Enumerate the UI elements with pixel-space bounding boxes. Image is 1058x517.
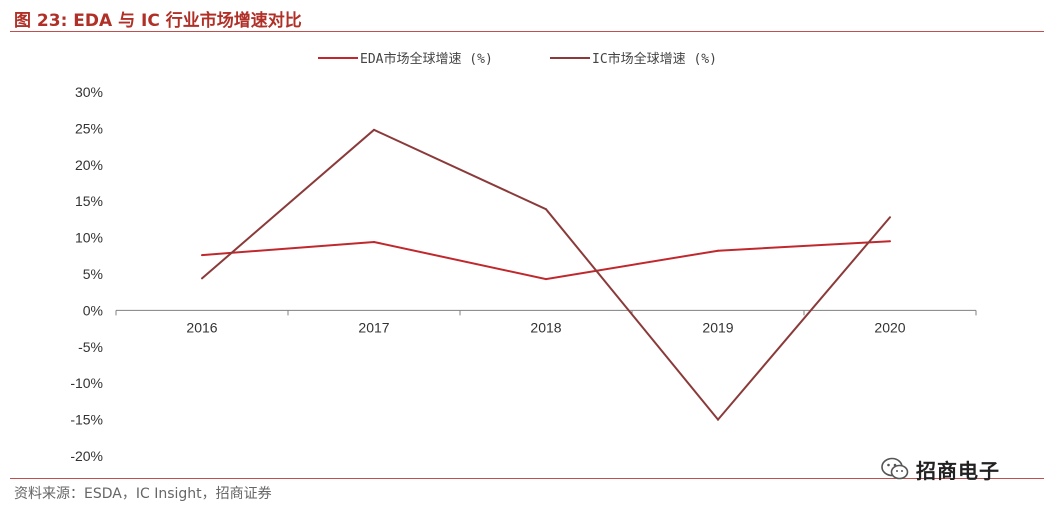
data-point bbox=[373, 240, 375, 243]
series-lines bbox=[201, 128, 891, 422]
data-point bbox=[889, 216, 891, 219]
data-point bbox=[545, 208, 547, 211]
legend: EDA市场全球增速 (%) IC市场全球增速 (%) bbox=[318, 51, 717, 67]
y-tick-label: 5% bbox=[83, 266, 103, 282]
top-rule bbox=[10, 31, 1044, 32]
data-point bbox=[545, 278, 547, 281]
x-axis: 2016 2017 2018 2019 2020 bbox=[115, 309, 977, 335]
wechat-icon bbox=[881, 457, 909, 480]
y-tick-label: -20% bbox=[70, 448, 103, 464]
x-tick-label: 2016 bbox=[186, 319, 217, 335]
series-line-1 bbox=[201, 240, 891, 281]
watermark-text: 招商电子 bbox=[916, 458, 1000, 483]
data-point bbox=[717, 249, 719, 252]
y-tick-label: 25% bbox=[75, 120, 103, 136]
data-point bbox=[201, 254, 203, 257]
line-chart: EDA市场全球增速 (%) IC市场全球增速 (%) 30% 25% 20% 15% 10… bbox=[70, 51, 977, 464]
bottom-rule bbox=[10, 478, 1044, 479]
x-tick-label: 2019 bbox=[702, 319, 733, 335]
x-tick-label: 2020 bbox=[874, 319, 905, 335]
y-tick-label: 10% bbox=[75, 230, 103, 246]
data-point bbox=[201, 277, 203, 280]
y-tick-label: -15% bbox=[70, 412, 103, 428]
y-tick-label: 15% bbox=[75, 193, 103, 209]
legend-label: EDA市场全球增速 (%) bbox=[360, 51, 493, 67]
y-axis: 30% 25% 20% 15% 10% 5% 0% -5% -10% -15% -20% bbox=[70, 84, 103, 464]
source-note: 资料来源：ESDA，IC Insight，招商证券 bbox=[14, 486, 272, 502]
y-tick-label: 20% bbox=[75, 157, 103, 173]
data-point bbox=[373, 128, 375, 131]
figure-title: 图 23: EDA 与 IC 行业市场增速对比 bbox=[14, 11, 302, 31]
y-tick-label: -10% bbox=[70, 375, 103, 391]
y-tick-label: -5% bbox=[78, 339, 103, 355]
legend-label: IC市场全球增速 (%) bbox=[592, 51, 717, 67]
x-tick-label: 2018 bbox=[530, 319, 561, 335]
watermark: 招商电子 bbox=[880, 454, 1000, 484]
x-tick-label: 2017 bbox=[358, 319, 389, 335]
data-point bbox=[717, 418, 719, 421]
data-point bbox=[889, 240, 891, 243]
y-tick-label: 0% bbox=[83, 302, 103, 318]
series-line-2 bbox=[201, 128, 891, 422]
y-tick-label: 30% bbox=[75, 84, 103, 100]
